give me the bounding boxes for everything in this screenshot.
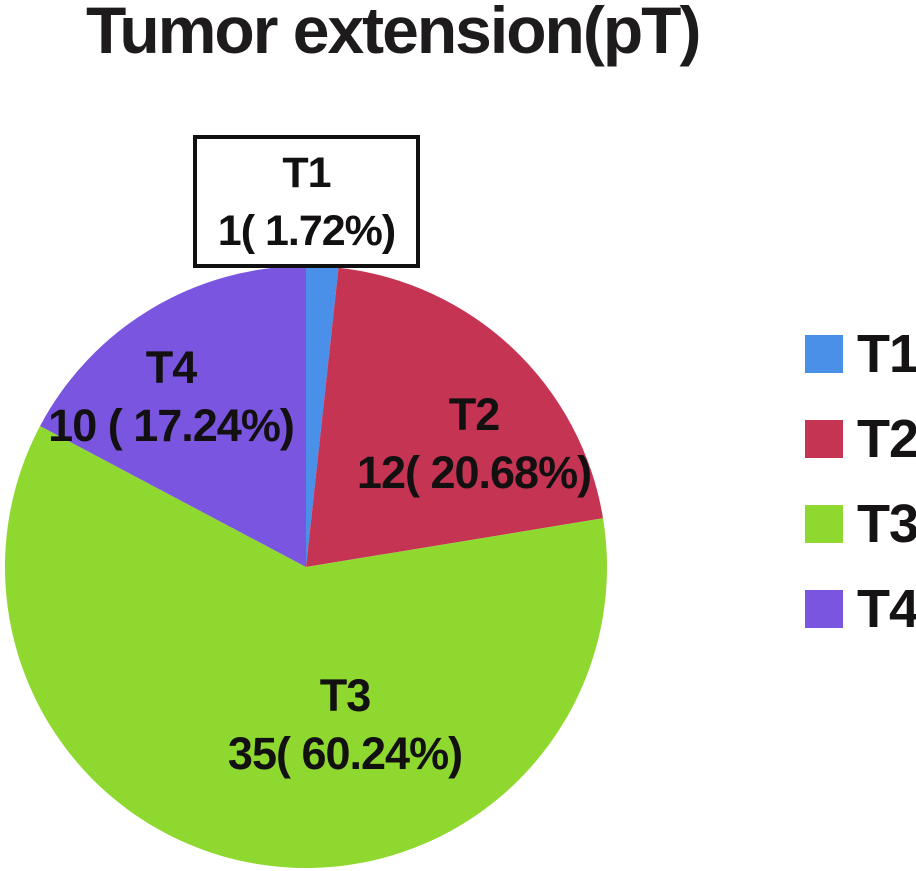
legend-item-t2: T2 [805,412,916,466]
legend-item-t3: T3 [805,497,916,551]
slice-label-name: T3 [319,670,372,721]
legend-item-t4: T4 [805,582,916,636]
slice-label-t2: T2 12( 20.68%) [314,386,634,502]
slice-label-name: T4 [145,342,198,393]
slice-callout-t1: T1 1( 1.72%) [193,135,420,268]
legend-swatch-t3 [805,505,843,543]
chart-title: Tumor extension(pT) [86,0,701,67]
pie-slice-t3 [4,426,607,869]
slice-label-value: 12( 20.68%) [356,447,592,498]
slice-label-value: 1( 1.72%) [217,207,396,255]
legend-swatch-t4 [805,590,843,628]
pie-slice-t2 [306,267,604,567]
legend-item-t1: T1 [805,327,916,381]
slice-label-name: T1 [282,149,331,197]
legend-swatch-t1 [805,335,843,373]
slice-label-t3: T3 35( 60.24%) [170,667,520,783]
legend-label-t3: T3 [857,494,916,554]
legend-swatch-t2 [805,420,843,458]
pie-slice-t4 [40,266,307,567]
slice-label-value: 10 ( 17.24%) [48,400,295,451]
slice-label-value: 35( 60.24%) [227,728,463,779]
legend-label-t4: T4 [857,579,916,639]
legend: T1 T2 T3 T4 [805,327,916,636]
slice-label-name: T2 [448,389,501,440]
legend-label-t2: T2 [857,409,916,469]
legend-label-t1: T1 [857,324,916,384]
slice-label-t4: T4 10 ( 17.24%) [6,339,336,455]
pie-slice-t1 [306,266,339,567]
